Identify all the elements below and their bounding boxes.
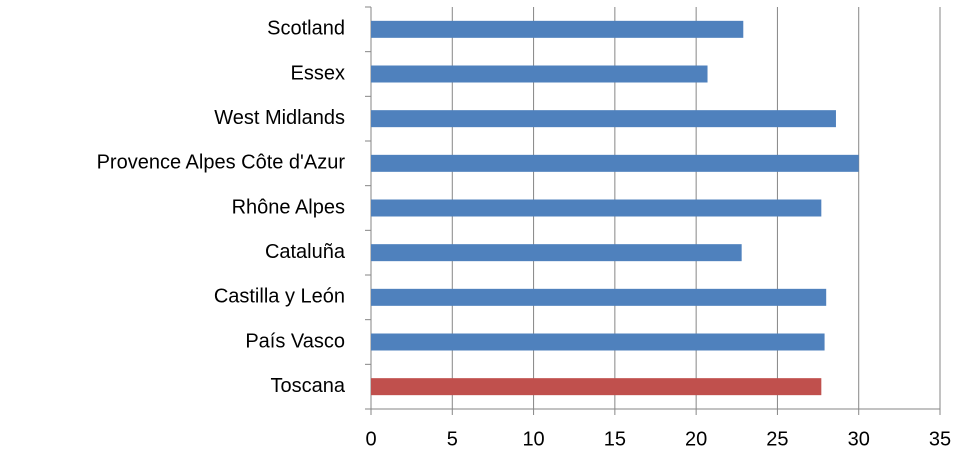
bar (371, 20, 744, 38)
x-tick-label: 10 (522, 428, 544, 450)
x-tick-label: 5 (447, 428, 458, 450)
x-tick-label: 0 (365, 428, 376, 450)
bar (371, 378, 822, 396)
y-tick-label: Toscana (271, 375, 346, 397)
bar (371, 110, 836, 128)
x-tick-label: 20 (685, 428, 707, 450)
bar (371, 244, 742, 262)
bar (371, 288, 827, 306)
y-tick-label: Castilla y León (214, 286, 345, 308)
x-tick-label: 30 (848, 428, 870, 450)
x-tick-label: 35 (929, 428, 951, 450)
bar (371, 199, 822, 217)
bar (371, 65, 708, 83)
y-tick-label: West Midlands (214, 107, 345, 129)
bar (371, 154, 859, 172)
y-tick-label: Rhône Alpes (232, 196, 345, 218)
y-tick-label: Scotland (267, 18, 345, 40)
bar (371, 333, 825, 351)
x-tick-label: 15 (604, 428, 626, 450)
x-tick-label: 25 (766, 428, 788, 450)
y-tick-label: País Vasco (245, 330, 345, 352)
y-tick-label: Cataluña (265, 241, 346, 263)
y-tick-label: Essex (291, 62, 345, 84)
y-tick-label: Provence Alpes Côte d'Azur (97, 152, 346, 174)
